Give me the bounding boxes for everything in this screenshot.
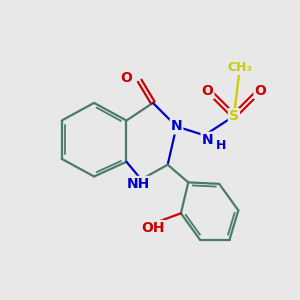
Text: N: N (171, 119, 182, 134)
Text: O: O (121, 71, 132, 85)
Text: OH: OH (141, 221, 165, 235)
Text: CH₃: CH₃ (227, 61, 252, 74)
Text: H: H (215, 139, 226, 152)
Text: O: O (254, 84, 266, 98)
Text: O: O (202, 84, 213, 98)
Text: NH: NH (127, 177, 150, 191)
Text: N: N (202, 133, 213, 147)
Text: S: S (229, 109, 239, 123)
